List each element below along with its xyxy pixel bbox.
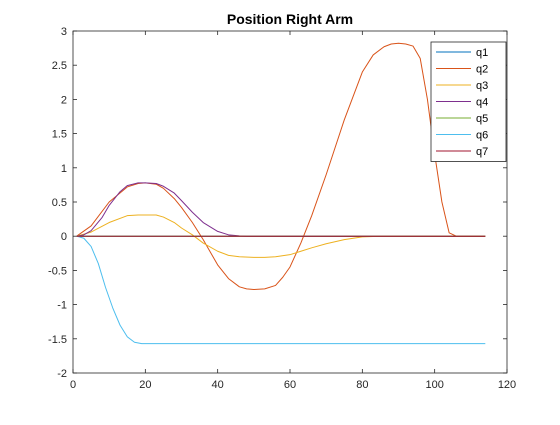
x-tick-label: 100 (425, 379, 443, 391)
series-line-q2 (76, 42, 486, 291)
x-tick-label: 60 (284, 379, 296, 391)
legend-label: q1 (476, 47, 488, 59)
legend-label: q5 (476, 113, 488, 125)
y-tick-label: -1 (57, 300, 67, 312)
y-tick-label: 2 (61, 94, 67, 106)
y-tick-label: 0 (61, 231, 67, 243)
y-tick-label: 1 (61, 163, 67, 175)
x-tick-label: 80 (356, 379, 368, 391)
legend[interactable]: q1 q2 q3 q4 q5 q6 q7 (430, 41, 507, 162)
legend-label: q2 (476, 64, 488, 76)
y-tick-label: -2 (57, 368, 67, 380)
x-tick-label: 120 (498, 379, 516, 391)
x-tick-label: 40 (212, 379, 224, 391)
series-lines (76, 42, 486, 345)
legend-label: q4 (476, 97, 488, 109)
axis-ticks: 0 20 40 60 80 100 120 -2 -1.5 -1 -0.5 0 0.5 1 1.5 2 2.5 3 (48, 26, 516, 391)
legend-label: q3 (476, 80, 488, 92)
legend-label: q6 (476, 130, 488, 142)
x-tick-label: 0 (70, 379, 76, 391)
y-tick-label: -1.5 (48, 334, 67, 346)
chart-title: Position Right Arm (227, 11, 353, 27)
y-tick-label: 2.5 (52, 60, 67, 72)
x-tick-label: 20 (139, 379, 151, 391)
axes-box (72, 30, 508, 374)
y-tick-label: 1.5 (52, 129, 67, 141)
series-line-q6 (76, 235, 486, 345)
y-tick-label: 3 (61, 26, 67, 38)
y-tick-label: -0.5 (48, 265, 67, 277)
y-tick-label: 0.5 (52, 197, 67, 209)
legend-label: q7 (476, 146, 488, 158)
